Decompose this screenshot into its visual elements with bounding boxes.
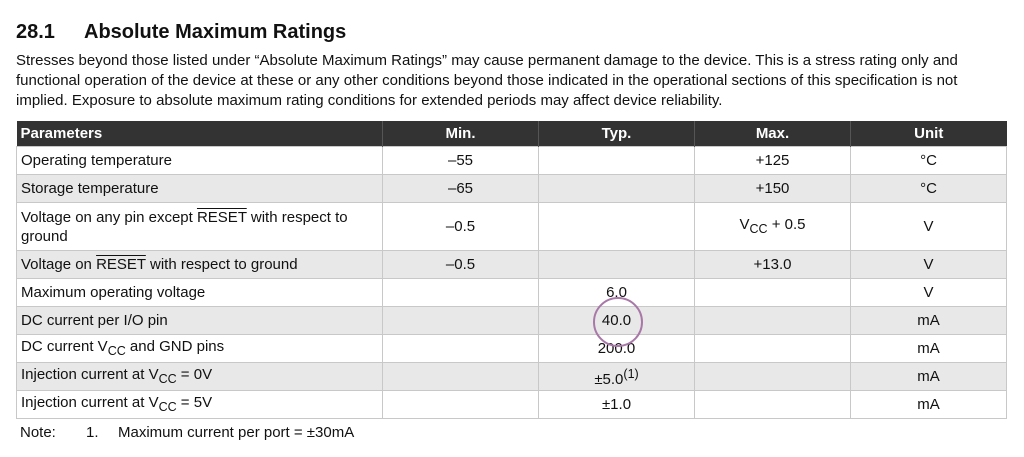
table-row: Storage temperature –65 +150 °C — [16, 174, 1007, 203]
param-cell: DC current VCC and GND pins — [16, 334, 383, 363]
param-text: DC current V — [21, 337, 108, 355]
param-text: with respect to ground — [21, 208, 348, 245]
unit-cell: mA — [850, 390, 1007, 419]
table-header-row: Parameters Min. Typ. Max. Unit — [16, 121, 1007, 147]
footnote-ref: (1) — [623, 366, 639, 381]
max-cell: +13.0 — [694, 250, 851, 279]
highlight-circle — [593, 296, 644, 347]
param-text: and GND pins — [125, 337, 225, 355]
min-cell — [382, 306, 539, 335]
param-text: = 5V — [176, 393, 213, 411]
unit-cell: °C — [850, 174, 1007, 203]
min-cell — [382, 334, 539, 363]
table-row: Voltage on any pin except RESET with res… — [16, 202, 1007, 251]
min-cell: –55 — [382, 146, 539, 175]
header-unit: Unit — [850, 121, 1007, 147]
param-text: Injection current at V — [21, 365, 159, 383]
min-cell: –65 — [382, 174, 539, 203]
param-text: Injection current at V — [21, 393, 159, 411]
max-cell: +150 — [694, 174, 851, 203]
typ-cell: ±5.0(1) — [538, 362, 695, 391]
min-cell: –0.5 — [382, 202, 539, 251]
table-row: Maximum operating voltage 6.0 V — [16, 278, 1007, 307]
param-text: with respect to ground — [145, 256, 298, 273]
unit-cell: V — [850, 250, 1007, 279]
param-cell: Injection current at VCC = 5V — [16, 390, 383, 419]
max-cell: +125 — [694, 146, 851, 175]
max-cell — [694, 334, 851, 363]
max-subscript: CC — [749, 221, 768, 236]
table-row: Injection current at VCC = 0V ±5.0(1) mA — [16, 362, 1007, 391]
table-note: Note: 1. Maximum current per port = ±30mA — [20, 424, 354, 441]
note-index: 1. — [86, 424, 99, 441]
max-cell: VCC + 0.5 — [694, 202, 851, 251]
min-cell — [382, 362, 539, 391]
typ-cell — [538, 146, 695, 175]
min-cell — [382, 390, 539, 419]
header-max: Max. — [694, 121, 851, 147]
unit-cell: mA — [850, 306, 1007, 335]
table-row: DC current VCC and GND pins 200.0 mA — [16, 334, 1007, 363]
param-text: Voltage on any pin except — [21, 208, 197, 226]
param-subscript: CC — [158, 371, 177, 386]
ratings-table: Parameters Min. Typ. Max. Unit Operating… — [16, 121, 1007, 419]
min-cell — [382, 278, 539, 307]
typ-cell: 40.0 — [538, 296, 695, 347]
param-cell: Voltage on any pin except RESET with res… — [16, 202, 383, 251]
max-cell — [694, 362, 851, 391]
param-cell: Voltage on RESET with respect to ground — [16, 250, 383, 279]
note-text: Maximum current per port = ±30mA — [118, 424, 355, 441]
typ-text: ±5.0 — [594, 370, 624, 388]
param-cell: Operating temperature — [16, 146, 383, 175]
unit-cell: °C — [850, 146, 1007, 175]
reset-pin-label: RESET — [96, 256, 146, 273]
param-text: = 0V — [176, 365, 213, 383]
header-parameters: Parameters — [16, 121, 383, 147]
typ-cell: ±1.0 — [538, 390, 695, 419]
header-typ: Typ. — [538, 121, 695, 147]
max-text: + 0.5 — [767, 215, 806, 233]
reset-pin-label: RESET — [196, 208, 247, 226]
max-cell — [694, 306, 851, 335]
param-subscript: CC — [107, 343, 126, 358]
unit-cell: mA — [850, 334, 1007, 363]
table-row: Voltage on RESET with respect to ground … — [16, 250, 1007, 279]
param-cell: DC current per I/O pin — [16, 306, 383, 335]
param-cell: Storage temperature — [16, 174, 383, 203]
max-cell — [694, 278, 851, 307]
section-number: 28.1 — [16, 21, 55, 43]
param-cell: Injection current at VCC = 0V — [16, 362, 383, 391]
min-cell: –0.5 — [382, 250, 539, 279]
unit-cell: mA — [850, 362, 1007, 391]
table-row: DC current per I/O pin 40.0 mA — [16, 296, 1007, 347]
header-min: Min. — [382, 121, 539, 147]
note-label: Note: — [20, 424, 56, 441]
typ-cell — [538, 202, 695, 251]
section-heading: 28.1 Absolute Maximum Ratings — [16, 21, 346, 44]
param-cell: Maximum operating voltage — [16, 278, 383, 307]
param-subscript: CC — [158, 399, 177, 414]
unit-cell: V — [850, 278, 1007, 307]
section-title: Absolute Maximum Ratings — [84, 21, 347, 43]
max-text: V — [739, 215, 750, 233]
typ-cell — [538, 174, 695, 203]
typ-cell — [538, 250, 695, 279]
param-text: Voltage on — [21, 256, 97, 273]
unit-cell: V — [850, 202, 1007, 251]
max-cell — [694, 390, 851, 419]
table-row: Injection current at VCC = 5V ±1.0 mA — [16, 390, 1007, 419]
intro-paragraph: Stresses beyond those listed under “Abso… — [16, 52, 958, 109]
circled-value: 40.0 — [593, 296, 644, 347]
table-row: Operating temperature –55 +125 °C — [16, 146, 1007, 175]
